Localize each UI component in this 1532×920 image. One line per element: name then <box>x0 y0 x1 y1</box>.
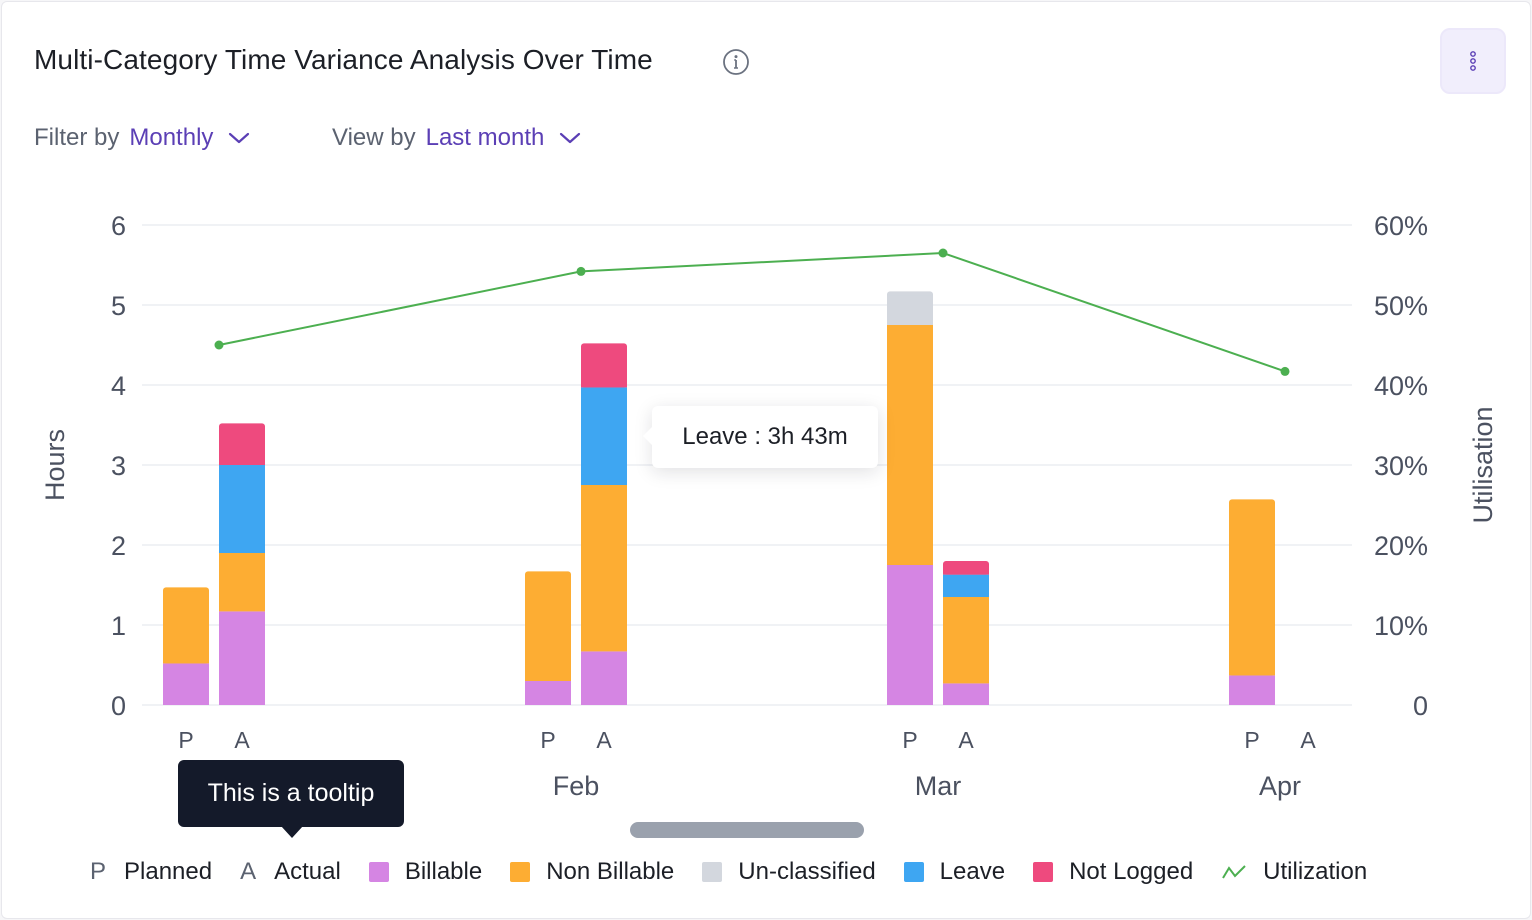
legend-leave-label: Leave <box>939 858 1006 885</box>
horizontal-scrollbar-thumb[interactable] <box>630 822 864 838</box>
utilization-point <box>938 248 948 258</box>
filter-by-label: Filter by <box>34 124 120 151</box>
bar-label-actual: A <box>596 727 612 753</box>
y2-tick-label: 40% <box>1374 371 1428 401</box>
y2-tick-label: 10% <box>1374 611 1428 641</box>
bar-segment-planned-billable <box>163 663 209 705</box>
y2-tick-label: 0 <box>1413 691 1428 721</box>
y2-tick-label: 20% <box>1374 531 1428 561</box>
kebab-menu-icon <box>1470 51 1476 71</box>
x-category-label: Feb <box>553 771 600 801</box>
not-logged-swatch <box>1033 862 1054 882</box>
legend-planned-label: Planned <box>124 858 213 885</box>
tooltip-arrow <box>643 426 653 446</box>
hover-tooltip: Leave : 3h 43m <box>643 406 878 468</box>
bar-label-actual: A <box>958 727 974 753</box>
x-category-label: Apr <box>1259 771 1301 801</box>
bar-label-planned: P <box>902 727 917 753</box>
chevron-down-icon <box>560 132 581 144</box>
leave-swatch <box>903 862 924 882</box>
billable-swatch <box>368 862 389 882</box>
view-by-dropdown[interactable]: View by Last month <box>332 124 582 152</box>
legend-item-not-logged[interactable]: Not Logged <box>1033 858 1193 886</box>
bar-segment-actual-non-billable <box>943 597 989 684</box>
legend-item-leave[interactable]: Leave <box>903 858 1006 886</box>
bar-segment-actual-leave <box>581 387 627 485</box>
non-billable-swatch <box>510 862 531 882</box>
bar-segment-actual-not-logged-body <box>943 565 989 575</box>
y-tick-label: 1 <box>111 611 126 641</box>
utilization-point <box>576 266 586 276</box>
bar-segment-planned-non-billable-body <box>525 575 571 681</box>
y2-axis-title: Utilisation <box>1468 406 1498 523</box>
bar-label-planned: P <box>540 727 555 753</box>
y-tick-label: 0 <box>111 691 126 721</box>
legend-billable-label: Billable <box>404 858 483 885</box>
legend-non-billable-label: Non Billable <box>546 858 675 885</box>
bar-segment-actual-billable <box>943 683 989 705</box>
utilization-line-icon <box>1222 865 1246 879</box>
demo-tooltip: This is a tooltip <box>178 760 404 838</box>
filter-by-value: Monthly <box>129 124 214 151</box>
demo-tooltip-text: This is a tooltip <box>207 779 375 807</box>
legend-item-utilization[interactable]: Utilization <box>1221 858 1367 886</box>
bar-segment-actual-leave <box>219 465 265 553</box>
y2-tick-label: 30% <box>1374 451 1428 481</box>
y2-tick-label: 50% <box>1374 291 1428 321</box>
y2-tick-label: 60% <box>1374 211 1428 241</box>
legend-utilization-label: Utilization <box>1263 858 1368 885</box>
bar-label-actual: A <box>1300 727 1316 753</box>
bar-segment-planned-billable <box>1229 675 1275 705</box>
legend-actual-letter: A <box>240 858 257 885</box>
bar-segment-planned-non-billable-body <box>1229 503 1275 676</box>
more-options-button[interactable] <box>1440 28 1506 94</box>
bar-segment-planned-non-billable <box>887 325 933 565</box>
unclassified-swatch <box>702 862 723 882</box>
view-by-value: Last month <box>425 124 545 151</box>
bar-segment-actual-non-billable <box>581 485 627 652</box>
legend-item-non-billable[interactable]: Non Billable <box>510 858 674 886</box>
bar-segment-actual-leave <box>943 574 989 597</box>
legend-item-actual[interactable]: A Actual <box>240 858 341 886</box>
view-by-label: View by <box>332 124 416 151</box>
chevron-down-icon <box>229 132 250 144</box>
legend-actual-label: Actual <box>274 858 341 885</box>
chart-legend: P Planned A Actual Billable Non Billable… <box>90 854 1395 890</box>
legend-not-logged-label: Not Logged <box>1069 858 1194 885</box>
legend-planned-letter: P <box>90 858 107 885</box>
bar-label-actual: A <box>234 727 250 753</box>
utilization-point <box>214 340 224 350</box>
y-tick-label: 4 <box>111 371 126 401</box>
bar-segment-planned-billable <box>887 565 933 705</box>
y-tick-label: 5 <box>111 291 126 321</box>
legend-item-unclassified[interactable]: Un-classified <box>702 858 876 886</box>
y-tick-label: 3 <box>111 451 126 481</box>
filter-by-dropdown[interactable]: Filter by Monthly <box>34 124 251 152</box>
utilization-line <box>218 251 1286 373</box>
legend-item-planned[interactable]: P Planned <box>90 858 212 886</box>
y-tick-label: 6 <box>111 211 126 241</box>
y-axis-title: Hours <box>40 429 70 501</box>
bar-segment-planned-non-billable-body <box>163 591 209 664</box>
legend-item-billable[interactable]: Billable <box>368 858 483 886</box>
tooltip-arrow <box>281 826 303 838</box>
bar-segment-planned-unclassified-body <box>887 295 933 325</box>
legend-unclassified-label: Un-classified <box>738 858 876 885</box>
x-category-label: Mar <box>915 771 962 801</box>
bar-segment-actual-non-billable <box>219 553 265 612</box>
bar-segment-planned-billable <box>525 681 571 705</box>
utilization-point <box>1280 366 1290 376</box>
bar-label-planned: P <box>178 727 193 753</box>
hover-tooltip-text: Leave : 3h 43m <box>682 423 848 450</box>
y-tick-label: 2 <box>111 531 126 561</box>
chart-title: Multi-Category Time Variance Analysis Ov… <box>34 44 653 75</box>
bar-segment-actual-billable <box>581 651 627 705</box>
bar-segment-actual-billable <box>219 611 265 705</box>
info-icon[interactable] <box>722 48 750 76</box>
bar-label-planned: P <box>1244 727 1259 753</box>
bar-segment-actual-not-logged-body <box>219 427 265 465</box>
bar-segment-actual-not-logged-body <box>581 347 627 388</box>
